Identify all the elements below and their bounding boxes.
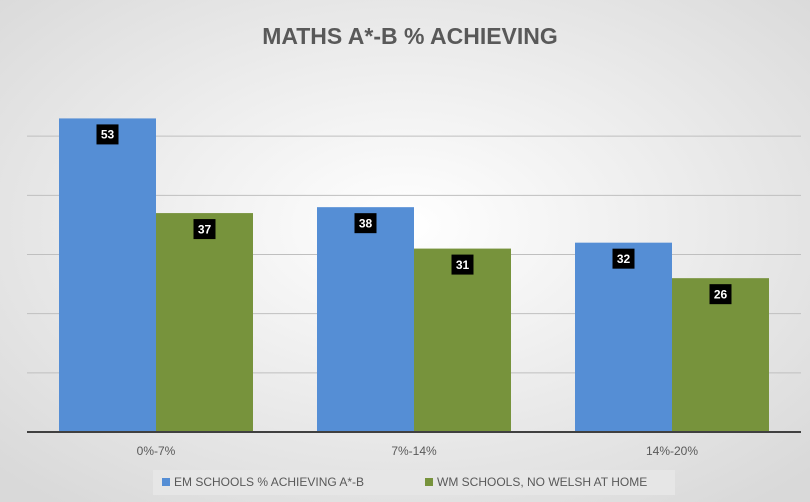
data-label-box: [96, 124, 119, 145]
legend-box: [153, 470, 675, 495]
bar: [59, 118, 156, 433]
bar: [156, 213, 253, 432]
bar: [317, 207, 414, 432]
x-tick-label: 0%-7%: [137, 444, 176, 458]
data-label-box: [612, 248, 635, 269]
legend-label: EM SCHOOLS % ACHIEVING A*-B: [174, 475, 364, 489]
data-label-box: [451, 254, 474, 275]
data-label-box: [193, 219, 216, 240]
x-tick-label: 7%-14%: [391, 444, 437, 458]
legend-label: WM SCHOOLS, NO WELSH AT HOME: [437, 475, 647, 489]
data-label: 37: [198, 222, 212, 236]
data-label: 31: [456, 258, 470, 272]
data-label: 53: [101, 128, 115, 142]
legend-swatch: [425, 478, 433, 486]
x-tick-label: 14%-20%: [646, 444, 698, 458]
data-label: 38: [359, 216, 373, 230]
data-label: 32: [617, 252, 631, 266]
data-label-box: [354, 213, 377, 234]
bar: [575, 242, 672, 432]
data-label-box: [709, 284, 732, 305]
chart-title: MATHS A*-B % ACHIEVING: [262, 23, 558, 49]
bar: [414, 248, 511, 432]
legend-swatch: [162, 478, 170, 486]
data-label: 26: [714, 287, 728, 301]
